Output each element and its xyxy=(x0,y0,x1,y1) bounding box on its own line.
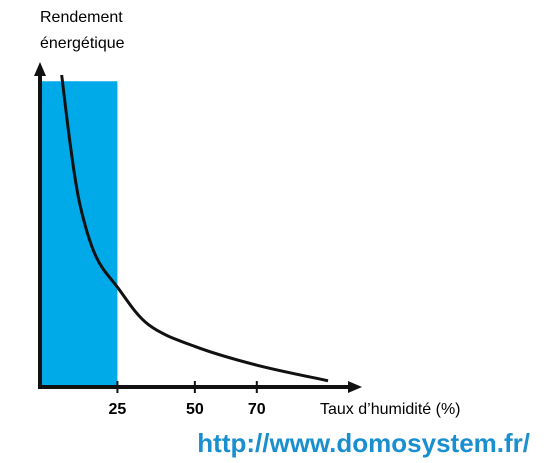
y-axis-label: énergétique xyxy=(40,35,125,52)
x-tick-label: 50 xyxy=(186,401,204,418)
y-axis-label: Rendement xyxy=(40,9,123,26)
x-tick-label: 70 xyxy=(248,401,266,418)
x-axis-arrow xyxy=(348,381,362,393)
y-axis-arrow xyxy=(34,62,46,76)
watermark: http://www.domosystem.fr/ xyxy=(197,428,530,458)
x-tick-label: 25 xyxy=(109,401,127,418)
highlight-band xyxy=(40,81,118,388)
x-axis-label: Taux d’humidité (%) xyxy=(320,401,461,418)
curve xyxy=(60,74,329,383)
